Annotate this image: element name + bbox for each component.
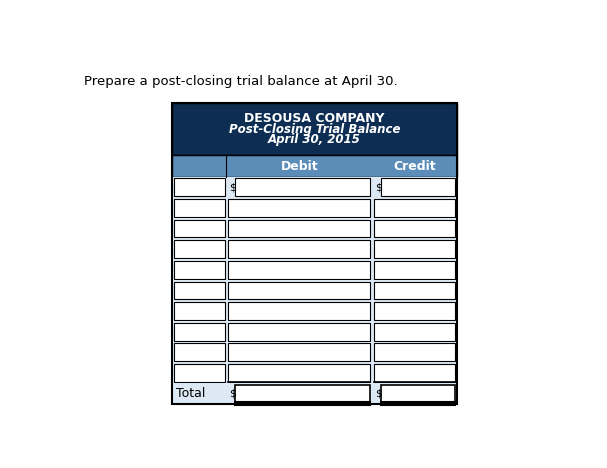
Text: $: $ [229, 388, 236, 399]
Text: $: $ [375, 182, 382, 192]
Bar [172, 301, 457, 322]
Bar [228, 240, 370, 258]
Bar [172, 103, 457, 155]
Bar [172, 239, 457, 259]
Bar [235, 385, 370, 402]
Bar [172, 280, 457, 301]
Bar [228, 199, 370, 217]
Bar [172, 103, 457, 404]
Bar [228, 261, 370, 278]
Text: Credit: Credit [393, 160, 436, 173]
Bar [374, 302, 455, 320]
Bar [172, 155, 457, 177]
Bar [174, 282, 225, 299]
Bar [174, 178, 225, 196]
Bar [228, 364, 370, 382]
Bar [228, 344, 370, 361]
Text: Debit: Debit [280, 160, 318, 173]
Bar [228, 219, 370, 237]
Bar [172, 342, 457, 363]
Bar [174, 302, 225, 320]
Bar [174, 344, 225, 361]
Bar [381, 385, 455, 402]
Bar [172, 177, 457, 197]
Bar [174, 364, 225, 382]
Bar [172, 363, 457, 383]
Bar [174, 323, 225, 341]
Bar [374, 240, 455, 258]
Text: Total: Total [175, 387, 205, 400]
Bar [172, 259, 457, 280]
Text: Prepare a post-closing trial balance at April 30.: Prepare a post-closing trial balance at … [84, 75, 398, 88]
Bar [174, 199, 225, 217]
Text: $: $ [375, 388, 382, 399]
Bar [172, 322, 457, 342]
Text: Post-Closing Trial Balance: Post-Closing Trial Balance [229, 123, 401, 136]
Bar [172, 197, 457, 218]
Bar [374, 282, 455, 299]
Bar [172, 383, 457, 404]
Text: DESOUSA COMPANY: DESOUSA COMPANY [245, 112, 385, 125]
Text: April 30, 2015: April 30, 2015 [268, 133, 361, 146]
Bar [374, 323, 455, 341]
Bar [228, 323, 370, 341]
Text: $: $ [229, 182, 236, 192]
Bar [374, 219, 455, 237]
Bar [174, 240, 225, 258]
Bar [374, 261, 455, 278]
Bar [228, 282, 370, 299]
Bar [174, 219, 225, 237]
Bar [381, 178, 455, 196]
Bar [228, 302, 370, 320]
Bar [172, 218, 457, 239]
Bar [374, 344, 455, 361]
Bar [374, 199, 455, 217]
Bar [235, 178, 370, 196]
Bar [174, 261, 225, 278]
Bar [374, 364, 455, 382]
